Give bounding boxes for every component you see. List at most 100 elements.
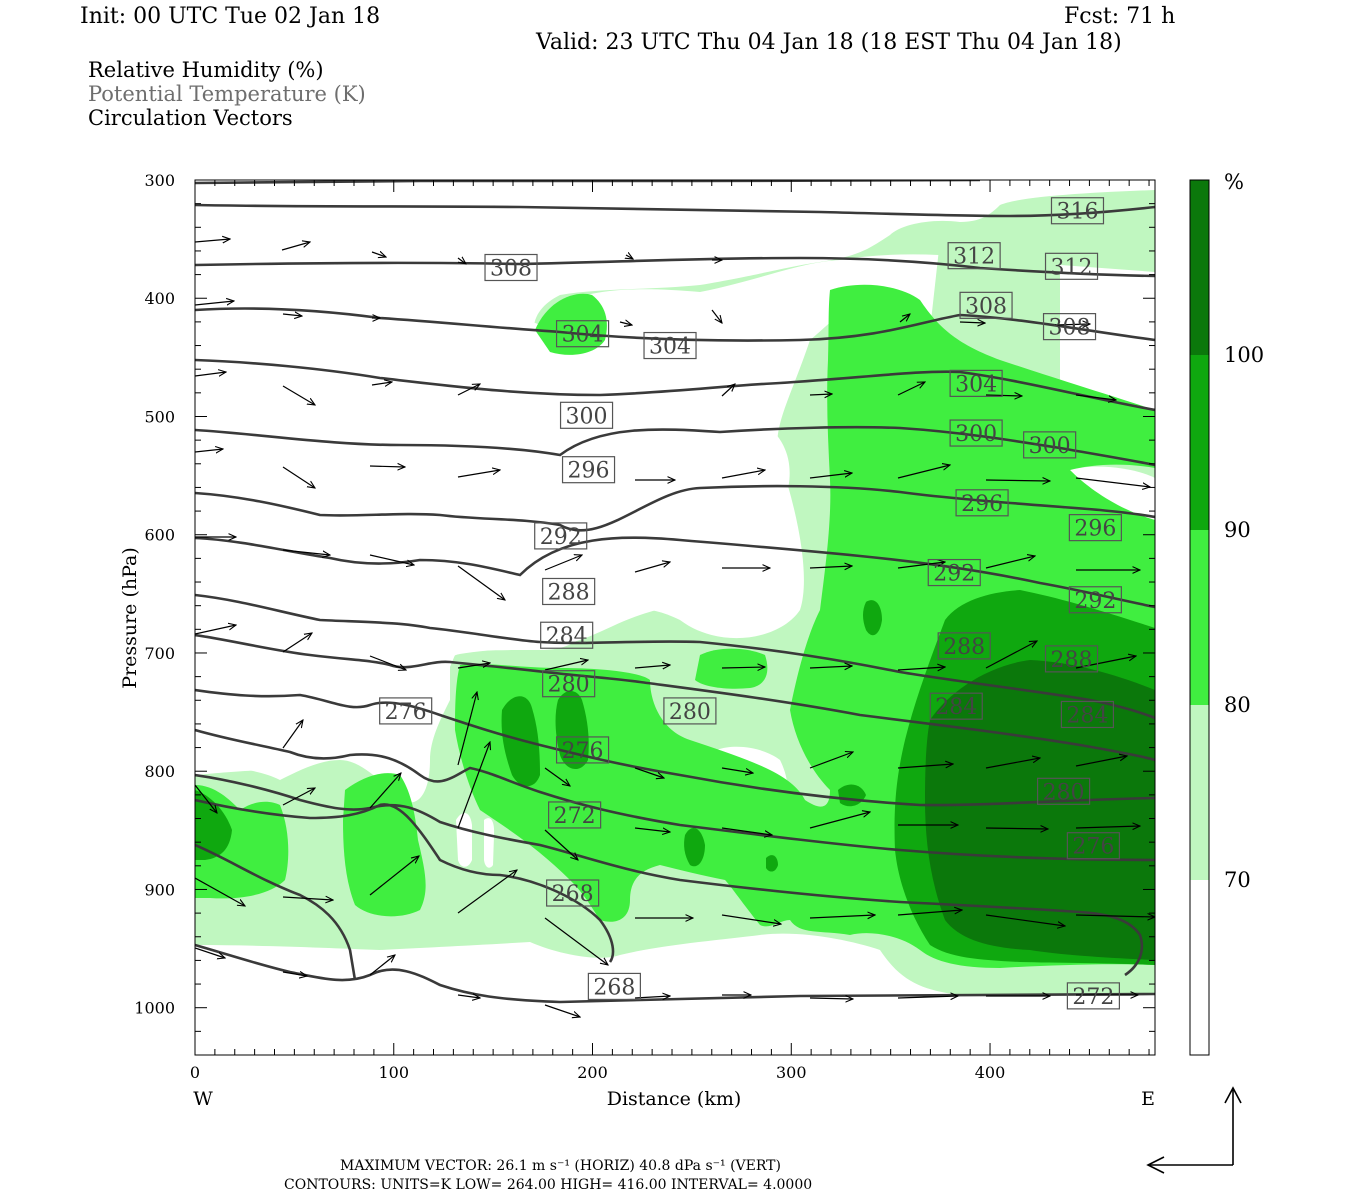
vector-arrow [626,255,633,259]
svg-text:276: 276 [1072,835,1114,860]
theta-labels: 316 312 312 308 308 308 304 304 304 300 300 300 296 2… [379,197,1122,1010]
colorbar-segment-90-100 [1190,355,1209,530]
svg-text:284: 284 [935,695,977,720]
theta-label: 284 [929,692,983,720]
vector-arrow [1075,915,1155,917]
colorbar: % 100 90 80 70 [1189,170,1264,1056]
y-axis-label: Pressure (hPa) [119,547,141,689]
vector-arrow [1075,394,1116,400]
vector-arrow [985,758,1040,769]
y-tick-label: 900 [144,880,175,899]
vector-arrow [1075,826,1140,828]
contour-line [195,256,1155,278]
vector-arrow [897,910,962,916]
vector-arrow [195,947,225,958]
vector-arrow [959,322,985,323]
vector-arrow [369,856,419,896]
vector-arrow [721,470,765,479]
vector-arrow [544,767,570,786]
svg-text:312: 312 [953,245,995,270]
vector-arrow [369,773,401,809]
svg-text:284: 284 [546,624,588,649]
contour-line [195,203,1155,218]
vector-arrow [371,252,386,257]
svg-text:316: 316 [1056,200,1098,225]
x-tick-label: 100 [378,1063,409,1082]
vector-arrow [1075,656,1136,669]
svg-text:280: 280 [1043,780,1085,805]
vector-arrow [809,752,853,769]
vector-arrow [809,998,853,999]
colorbar-label: 90 [1224,518,1251,542]
humidity-field [195,180,1155,1055]
contour-line [195,798,615,963]
y-tick-label: 400 [144,289,175,308]
vector-arrow [721,914,781,924]
vector-arrow [544,917,608,965]
vector-arrow [282,385,315,405]
y-tick-label: 700 [144,644,175,663]
vector-arrow [282,972,307,976]
legend-relative-humidity: Relative Humidity (%) [88,58,324,82]
vector-arrow [371,382,392,385]
vector-arrow [282,897,333,900]
vector-arrow [544,660,588,671]
valid-time: Valid: 23 UTC Thu 04 Jan 18 (18 EST Thu … [536,30,1122,55]
theta-label: 280 [542,670,596,698]
contour-line [195,536,1155,609]
vector-arrow [457,384,480,396]
theta-label: 312 [947,242,1001,270]
theta-label: 316 [1050,197,1105,225]
svg-text:292: 292 [933,562,975,587]
vector-arrow [195,784,217,813]
maximum-vector-note: MAXIMUM VECTOR: 26.1 m s⁻¹ (HORIZ) 40.8 … [340,1158,781,1174]
vector-arrow [634,767,664,778]
vector-arrow [457,258,466,264]
y-tick-label: 800 [144,762,175,781]
vector-arrow [369,554,414,565]
theta-label: 288 [542,577,596,605]
theta-label: 308 [959,291,1013,319]
theta-label: 308 [484,253,538,282]
y-tick-label: 500 [144,407,175,426]
y-tick-label: 600 [144,526,175,545]
axis-ticks [194,179,1155,1056]
colorbar-label: 70 [1224,868,1251,892]
vector-arrow [195,372,226,376]
theta-label: 284 [1060,700,1115,728]
vector-arrow [282,788,315,806]
svg-text:288: 288 [943,635,985,660]
vector-arrow [721,384,735,397]
vector-arrow [195,877,245,906]
svg-text:308: 308 [965,294,1007,319]
x-tick-label: 400 [975,1063,1006,1082]
vector-arrow [1075,756,1127,767]
vertical-arrowhead [1224,1086,1242,1104]
vector-arrow [897,667,945,670]
svg-text:284: 284 [1066,703,1108,728]
vector-arrow [369,955,395,976]
colorbar-frame [1189,179,1210,1056]
vector-arrow [809,666,852,668]
vector-arrow [282,633,312,653]
colorbar-segment-70-80 [1190,705,1209,880]
legend-circulation-vectors: Circulation Vectors [88,106,293,130]
svg-text:280: 280 [669,700,711,725]
contour-line [195,728,1155,862]
svg-text:304: 304 [955,372,997,397]
svg-text:304: 304 [649,335,691,360]
circulation-vectors [195,239,1155,1017]
theta-label: 268 [546,879,600,907]
vector-arrow [809,915,875,918]
contour-line [195,307,1155,342]
theta-label: 300 [559,401,614,429]
theta-label: 312 [1044,252,1099,280]
svg-text:268: 268 [552,882,594,907]
theta-label: 304 [643,331,697,360]
vector-arrow [985,556,1035,569]
vector-arrow [1075,477,1150,487]
vector-arrow [809,394,832,395]
plot-frame [194,179,1156,1056]
svg-text:292: 292 [1074,589,1116,614]
vector-arrow [634,665,670,668]
